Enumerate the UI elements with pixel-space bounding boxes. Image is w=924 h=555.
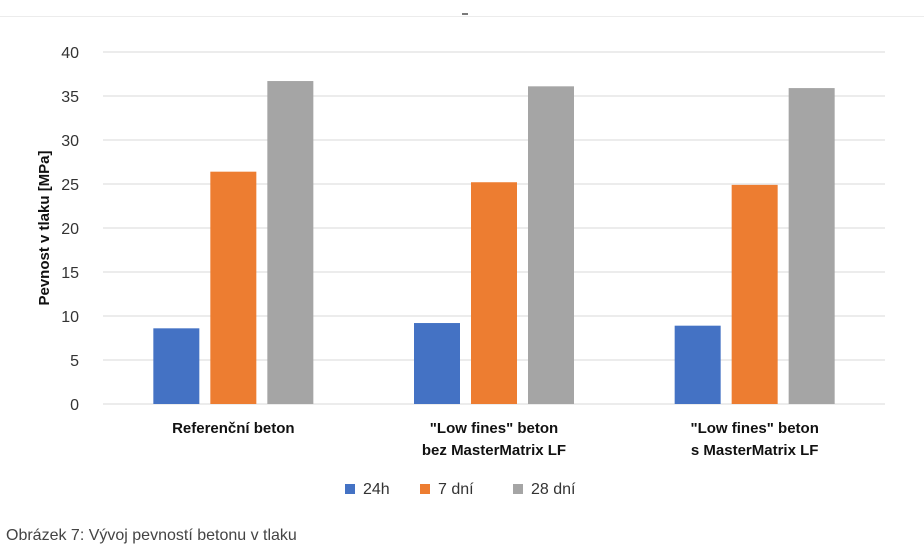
y-tick-label-2: 10 bbox=[61, 309, 79, 326]
compressive-strength-chart: 0 5 10 15 20 25 30 35 40 Pevnost v tlaku [MPa] Ref… bbox=[36, 45, 885, 498]
y-tick-label-5: 25 bbox=[61, 177, 79, 194]
legend-swatch-1 bbox=[345, 484, 355, 494]
bar-1-24h bbox=[153, 328, 200, 404]
legend-label-2: 7 dní bbox=[438, 481, 474, 498]
x-category-label-2-line-1: "Low fines" beton bbox=[430, 420, 558, 437]
x-category-label-2-line-2: bez MasterMatrix LF bbox=[422, 442, 566, 459]
y-tick-label-3: 15 bbox=[61, 265, 79, 282]
bar-2-28-dní bbox=[528, 86, 574, 404]
bar-3-28-dní bbox=[788, 88, 835, 404]
y-tick-label-4: 20 bbox=[61, 221, 79, 238]
bar-1-7-dní bbox=[210, 171, 257, 404]
y-axis-title: Pevnost v tlaku [MPa] bbox=[36, 150, 53, 305]
y-tick-label-1: 5 bbox=[70, 353, 79, 370]
x-category-label-1-line-1: Referenční beton bbox=[172, 420, 295, 437]
bar-3-7-dní bbox=[731, 184, 778, 404]
bar-2-7-dní bbox=[471, 182, 517, 404]
y-tick-label-8: 40 bbox=[61, 45, 79, 62]
bar-1-28-dní bbox=[267, 81, 314, 404]
legend-label-1: 24h bbox=[363, 481, 390, 498]
bar-3-24h bbox=[674, 325, 721, 404]
y-tick-label-6: 30 bbox=[61, 133, 79, 150]
legend-swatch-3 bbox=[513, 484, 523, 494]
figure-caption: Obrázek 7: Vývoj pevností betonu v tlaku bbox=[6, 527, 297, 544]
legend-swatch-2 bbox=[420, 484, 430, 494]
bar-2-24h bbox=[414, 323, 460, 404]
x-category-label-3-line-2: s MasterMatrix LF bbox=[691, 442, 819, 459]
y-tick-label-0: 0 bbox=[70, 397, 79, 414]
legend-label-3: 28 dní bbox=[531, 481, 576, 498]
y-tick-label-7: 35 bbox=[61, 89, 79, 106]
top-mark bbox=[462, 13, 468, 15]
x-category-label-3-line-1: "Low fines" beton bbox=[690, 420, 818, 437]
top-divider bbox=[0, 16, 924, 17]
